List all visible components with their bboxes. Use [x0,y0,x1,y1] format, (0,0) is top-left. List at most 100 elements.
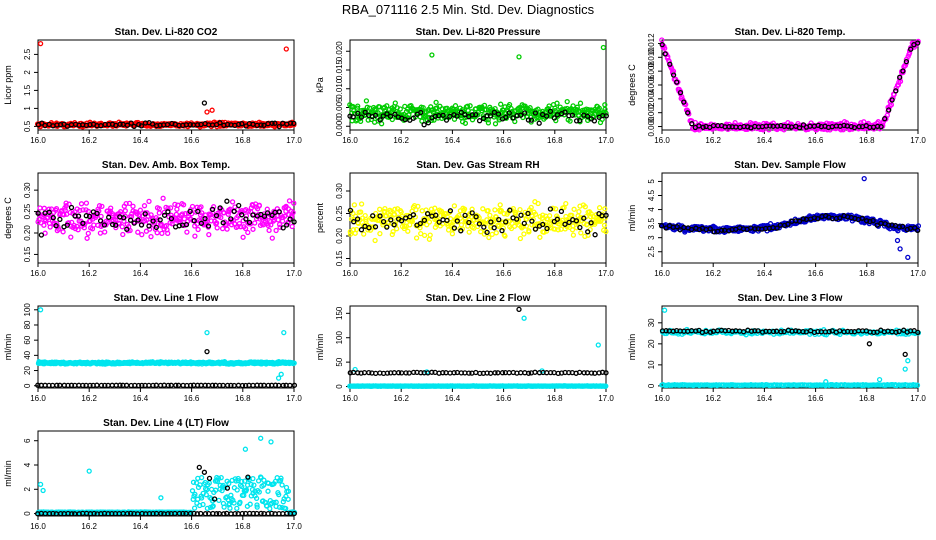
data-point [235,475,241,482]
x-tick-label: 16.0 [342,394,358,403]
data-point [180,510,186,517]
data-point [388,209,394,215]
data-point [285,496,291,502]
y-tick-label: 4 [23,462,32,467]
data-point [99,203,105,210]
data-point [97,230,104,236]
data-point [204,216,211,222]
data-point [362,109,368,115]
data-point [202,215,208,222]
data-point [243,487,250,493]
data-point [200,501,206,508]
data-point [255,478,262,484]
data-point [908,46,914,52]
data-point [473,111,479,118]
y-tick-label: 2 [23,487,32,492]
x-tick-label: 17.0 [598,394,614,403]
data-point [445,227,452,233]
x-tick-label: 17.0 [286,522,302,531]
data-point [815,216,821,222]
data-point [752,226,758,232]
data-point [707,329,714,335]
data-point [432,205,438,211]
data-point [893,88,899,94]
data-point [109,211,116,217]
data-point [861,119,867,125]
y-tick-label: 4.5 [647,189,656,201]
data-point [595,342,601,348]
data-point [206,475,213,482]
data-point [150,382,156,389]
data-point [452,103,459,109]
data-point [581,370,587,376]
data-point [269,212,275,218]
x-tick-label: 16.4 [445,136,461,145]
data-point [123,382,130,388]
data-point [213,212,220,219]
data-point [577,224,583,231]
data-point [146,198,152,205]
data-point [284,222,290,228]
y-tick-label: 50 [335,357,344,366]
data-point [841,122,847,129]
data-point [139,382,145,389]
data-point [124,510,131,517]
y-tick-label: 0.25 [23,203,32,219]
data-point [851,124,858,131]
data-point [108,205,114,211]
data-point [239,212,245,218]
data-point [554,100,560,106]
data-point [289,223,295,230]
data-point [602,102,608,108]
data-point [75,213,82,219]
data-point [774,225,780,231]
data-point [66,201,72,207]
x-tick-label: 16.2 [81,136,97,145]
data-point [269,510,275,517]
x-tick-label: 16.4 [445,269,461,278]
y-tick-label: 20 [23,366,32,375]
data-point [261,382,267,388]
data-point [495,370,501,376]
data-point [473,214,479,220]
data-point [536,120,542,126]
data-point [250,212,256,218]
data-point [552,226,558,232]
plot-frame [661,305,919,389]
data-point [585,229,591,235]
data-point [552,206,559,212]
data-point [135,229,141,235]
data-point [56,226,62,232]
x-tick-label: 16.2 [81,269,97,278]
data-point [577,117,583,124]
data-point [388,214,394,221]
data-point [667,382,673,388]
data-point [752,328,758,334]
data-point [481,102,488,109]
data-point [658,223,665,229]
data-point [192,233,198,239]
data-point [137,207,144,213]
plot-frame [37,39,295,131]
data-point [487,113,494,119]
data-point [377,213,383,219]
data-point [405,228,411,234]
data-point [122,208,128,214]
data-point [427,232,433,238]
data-point [421,217,428,223]
data-point [183,221,190,228]
data-point [391,211,398,217]
data-point [229,199,236,205]
data-point [383,213,390,219]
x-tick-label: 17.0 [910,394,926,403]
data-point [291,219,297,225]
data-point [562,221,568,227]
data-point [541,229,547,235]
data-point [546,213,553,219]
data-point [897,246,903,252]
data-point [600,44,607,51]
data-point [588,370,595,376]
data-point [476,215,482,221]
chart-title: Stan. Dev. Li-820 Temp. [735,27,846,38]
